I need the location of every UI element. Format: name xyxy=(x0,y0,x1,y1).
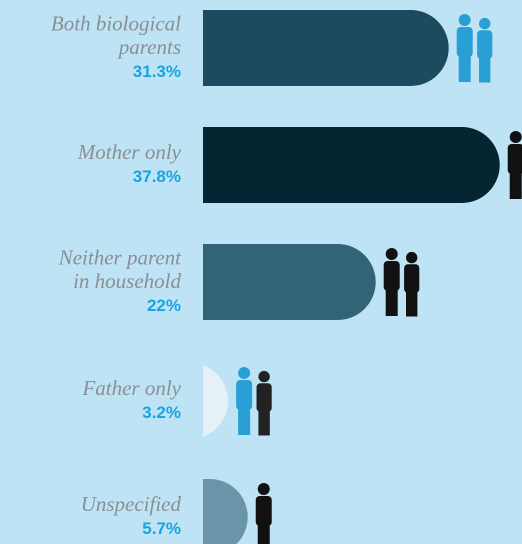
icon-body xyxy=(456,27,473,57)
category-label: Father only xyxy=(81,376,181,400)
category-label: parents xyxy=(117,35,181,59)
bar xyxy=(203,479,248,544)
category-label: Unspecified xyxy=(81,492,182,516)
icon-legs xyxy=(406,291,418,317)
icon-body xyxy=(255,496,272,526)
icon-body xyxy=(404,264,420,293)
people-icon xyxy=(255,483,272,544)
category-label: Neither parent xyxy=(58,245,182,269)
value-label: 3.2% xyxy=(142,403,181,422)
bar xyxy=(203,365,229,437)
value-label: 22% xyxy=(147,296,181,315)
people-icon xyxy=(383,248,420,317)
icon-legs xyxy=(238,409,251,435)
bar xyxy=(203,244,376,320)
category-label: Mother only xyxy=(77,140,182,164)
category-label: in household xyxy=(73,269,181,293)
icon-head xyxy=(238,367,251,379)
icon-body xyxy=(256,383,272,412)
icon-legs xyxy=(258,410,270,436)
icon-head xyxy=(458,14,471,26)
icon-legs xyxy=(257,525,270,544)
icon-legs xyxy=(458,56,471,82)
bar xyxy=(203,10,449,86)
icon-head xyxy=(257,483,270,495)
icon-head xyxy=(479,17,491,30)
icon-legs xyxy=(509,173,522,199)
people-icon xyxy=(236,367,272,436)
icon-body xyxy=(236,380,253,410)
value-label: 37.8% xyxy=(133,167,181,186)
icon-head xyxy=(385,248,398,260)
people-icon xyxy=(507,131,522,199)
icon-legs xyxy=(479,57,491,83)
value-label: 31.3% xyxy=(133,62,181,81)
icon-legs xyxy=(385,290,398,316)
icon-head xyxy=(258,370,270,383)
bar xyxy=(203,127,500,203)
icon-head xyxy=(509,131,522,143)
icon-body xyxy=(507,144,522,174)
value-label: 5.7% xyxy=(142,519,181,538)
icon-body xyxy=(477,30,493,59)
category-label: Both biological xyxy=(51,11,181,35)
people-icon xyxy=(456,14,493,83)
icon-head xyxy=(406,251,418,264)
icon-body xyxy=(383,261,400,291)
